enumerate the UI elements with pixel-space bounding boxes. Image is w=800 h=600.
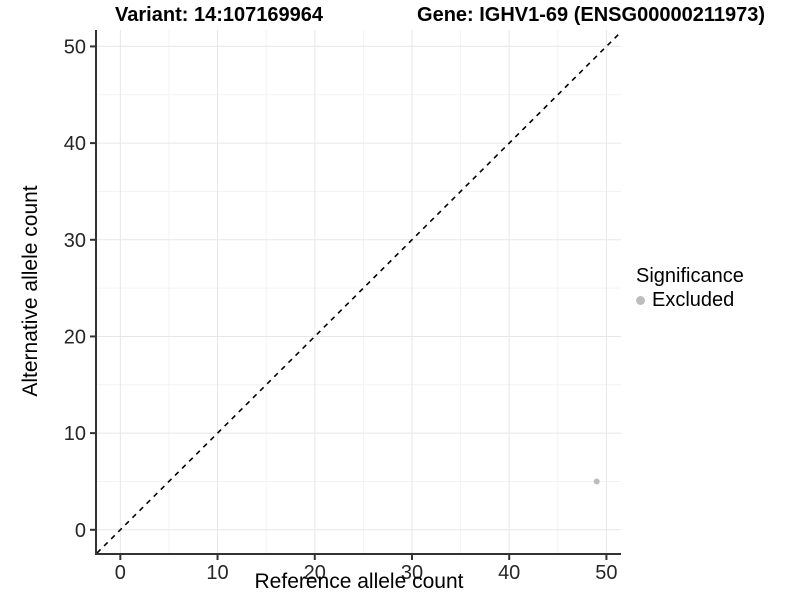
data-point — [593, 478, 600, 485]
legend-title: Significance — [636, 265, 744, 287]
y-tick-label: 30 — [64, 230, 86, 252]
x-tick-label: 0 — [115, 562, 126, 584]
x-tick-label: 20 — [304, 562, 326, 584]
y-tick-label: 40 — [64, 133, 86, 155]
legend-point-icon — [636, 296, 645, 305]
y-tick-label: 50 — [64, 36, 86, 58]
y-axis-title: Alternative allele count — [19, 185, 42, 397]
legend: Significance Excluded — [636, 265, 744, 312]
legend-item-excluded: Excluded — [636, 289, 744, 312]
x-tick-label: 30 — [401, 562, 423, 584]
y-tick-label: 10 — [64, 423, 86, 445]
y-tick-label: 20 — [64, 326, 86, 348]
variant-title: Variant: 14:107169964 — [115, 4, 323, 26]
legend-item-label: Excluded — [652, 289, 735, 311]
y-tick-label: 0 — [75, 520, 86, 542]
x-tick-label: 40 — [498, 562, 520, 584]
x-tick-label: 10 — [206, 562, 228, 584]
x-axis-title: Reference allele count — [254, 570, 464, 593]
x-tick-label: 50 — [595, 562, 617, 584]
gene-title: Gene: IGHV1-69 (ENSG00000211973) — [417, 4, 765, 26]
identity-dashed-line — [96, 31, 622, 554]
